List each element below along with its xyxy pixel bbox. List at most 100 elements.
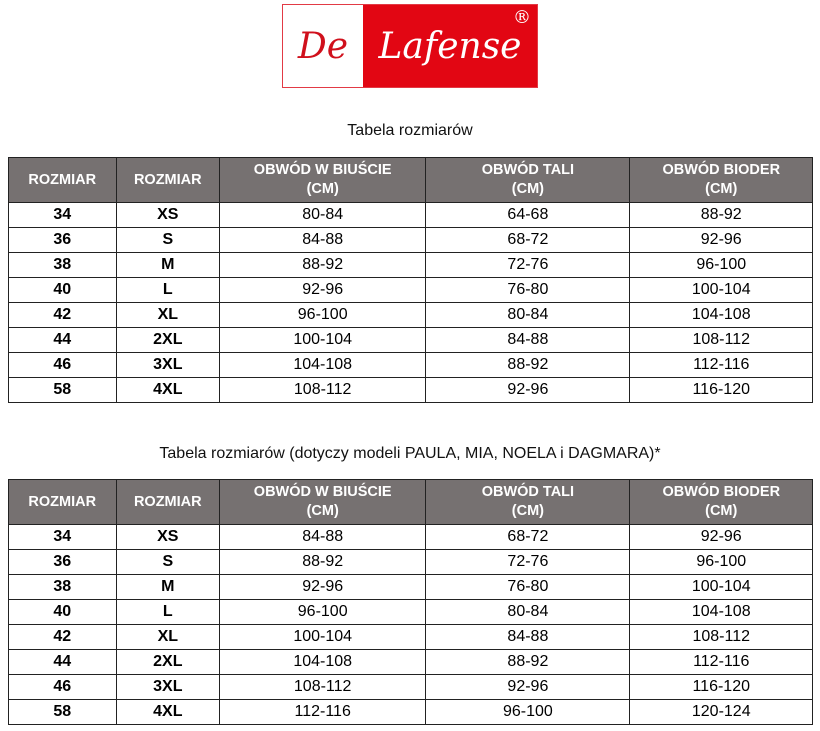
table-cell: 80-84	[425, 599, 631, 625]
table-row: 34 XS 80-84 64-68 88-92	[8, 202, 813, 228]
table-cell: 64-68	[425, 202, 631, 228]
table-row: 46 3XL 108-112 92-96 116-120	[8, 674, 813, 700]
table-cell: 92-96	[425, 674, 631, 700]
table-cell: 4XL	[115, 377, 221, 403]
table-cell: 34	[8, 524, 117, 550]
table-cell: 80-84	[425, 302, 631, 328]
table-cell: 84-88	[425, 624, 631, 650]
table-cell: 36	[8, 549, 117, 575]
table-row: 36 S 84-88 68-72 92-96	[8, 227, 813, 253]
table-cell: S	[115, 549, 221, 575]
table-cell: 72-76	[425, 252, 631, 278]
table-cell: 112-116	[629, 649, 813, 675]
table-cell: 34	[8, 202, 117, 228]
table-cell: 72-76	[425, 549, 631, 575]
table-cell: 88-92	[425, 649, 631, 675]
table-cell: 68-72	[425, 524, 631, 550]
table-cell: 36	[8, 227, 117, 253]
table-cell: 40	[8, 277, 117, 303]
table-cell: 68-72	[425, 227, 631, 253]
table-cell: 80-84	[219, 202, 427, 228]
table-row: 40 L 96-100 80-84 104-108	[8, 599, 813, 625]
table-cell: 100-104	[629, 574, 813, 600]
column-header: OBWÓD BIODER (CM)	[629, 479, 813, 525]
table-cell: 88-92	[219, 549, 427, 575]
table-cell: 96-100	[629, 252, 813, 278]
logo-right-text: Lafense	[378, 25, 522, 67]
table-cell: 76-80	[425, 574, 631, 600]
column-header: ROZMIAR	[115, 479, 221, 525]
header-row: ROZMIAR ROZMIAR OBWÓD W BIUŚCIE (CM) OBWÓD T…	[8, 479, 813, 525]
table-row: 42 XL 100-104 84-88 108-112	[8, 624, 813, 650]
table-cell: 104-108	[629, 599, 813, 625]
table-cell: 84-88	[219, 524, 427, 550]
table-cell: 92-96	[219, 574, 427, 600]
column-header: OBWÓD W BIUŚCIE (CM)	[219, 479, 427, 525]
table-cell: 3XL	[115, 352, 221, 378]
table-cell: XS	[115, 202, 221, 228]
table-cell: 44	[8, 327, 117, 353]
table-cell: 92-96	[629, 227, 813, 253]
table-cell: 92-96	[219, 277, 427, 303]
table-cell: 76-80	[425, 277, 631, 303]
table-cell: 120-124	[629, 699, 813, 725]
table-cell: 92-96	[425, 377, 631, 403]
table-cell: 108-112	[629, 624, 813, 650]
registered-mark: ®	[513, 7, 531, 28]
table-cell: 96-100	[629, 549, 813, 575]
column-header: ROZMIAR	[8, 157, 117, 203]
table-cell: 104-108	[219, 352, 427, 378]
table-cell: 46	[8, 674, 117, 700]
table-row: 58 4XL 108-112 92-96 116-120	[8, 377, 813, 403]
table-cell: 44	[8, 649, 117, 675]
table-cell: 88-92	[425, 352, 631, 378]
brand-logo: De Lafense ®	[282, 4, 538, 88]
column-header: OBWÓD TALI (CM)	[425, 157, 631, 203]
table-cell: L	[115, 599, 221, 625]
table-row: 34 XS 84-88 68-72 92-96	[8, 524, 813, 550]
table-cell: 84-88	[219, 227, 427, 253]
size-table-2: ROZMIAR ROZMIAR OBWÓD W BIUŚCIE (CM) OBWÓD T…	[8, 479, 813, 725]
table-cell: 116-120	[629, 377, 813, 403]
column-header: OBWÓD TALI (CM)	[425, 479, 631, 525]
table-cell: 112-116	[629, 352, 813, 378]
table-cell: 116-120	[629, 674, 813, 700]
table-cell: M	[115, 252, 221, 278]
table-row: 40 L 92-96 76-80 100-104	[8, 277, 813, 303]
table-cell: S	[115, 227, 221, 253]
table-cell: 92-96	[629, 524, 813, 550]
table-cell: 96-100	[219, 599, 427, 625]
table-row: 44 2XL 100-104 84-88 108-112	[8, 327, 813, 353]
table-cell: 38	[8, 574, 117, 600]
table-cell: 104-108	[629, 302, 813, 328]
table-cell: 88-92	[629, 202, 813, 228]
column-header: ROZMIAR	[115, 157, 221, 203]
table-cell: XL	[115, 302, 221, 328]
table-cell: 100-104	[219, 624, 427, 650]
table-row: 42 XL 96-100 80-84 104-108	[8, 302, 813, 328]
table-cell: 108-112	[219, 674, 427, 700]
table-cell: M	[115, 574, 221, 600]
table-cell: 46	[8, 352, 117, 378]
table-cell: 4XL	[115, 699, 221, 725]
table-cell: XS	[115, 524, 221, 550]
size-table-1: ROZMIAR ROZMIAR OBWÓD W BIUŚCIE (CM) OBWÓD T…	[8, 157, 813, 403]
table-cell: 96-100	[425, 699, 631, 725]
logo-left: De	[283, 5, 363, 87]
table-cell: L	[115, 277, 221, 303]
table-cell: XL	[115, 624, 221, 650]
table-cell: 108-112	[629, 327, 813, 353]
table-cell: 104-108	[219, 649, 427, 675]
table-row: 46 3XL 104-108 88-92 112-116	[8, 352, 813, 378]
table-row: 38 M 92-96 76-80 100-104	[8, 574, 813, 600]
table-cell: 84-88	[425, 327, 631, 353]
logo-right: Lafense ®	[363, 5, 537, 87]
table-cell: 100-104	[629, 277, 813, 303]
column-header: ROZMIAR	[8, 479, 117, 525]
table-cell: 88-92	[219, 252, 427, 278]
table-row: 38 M 88-92 72-76 96-100	[8, 252, 813, 278]
table-cell: 42	[8, 302, 117, 328]
table-cell: 2XL	[115, 327, 221, 353]
table-row: 58 4XL 112-116 96-100 120-124	[8, 699, 813, 725]
column-header: OBWÓD W BIUŚCIE (CM)	[219, 157, 427, 203]
